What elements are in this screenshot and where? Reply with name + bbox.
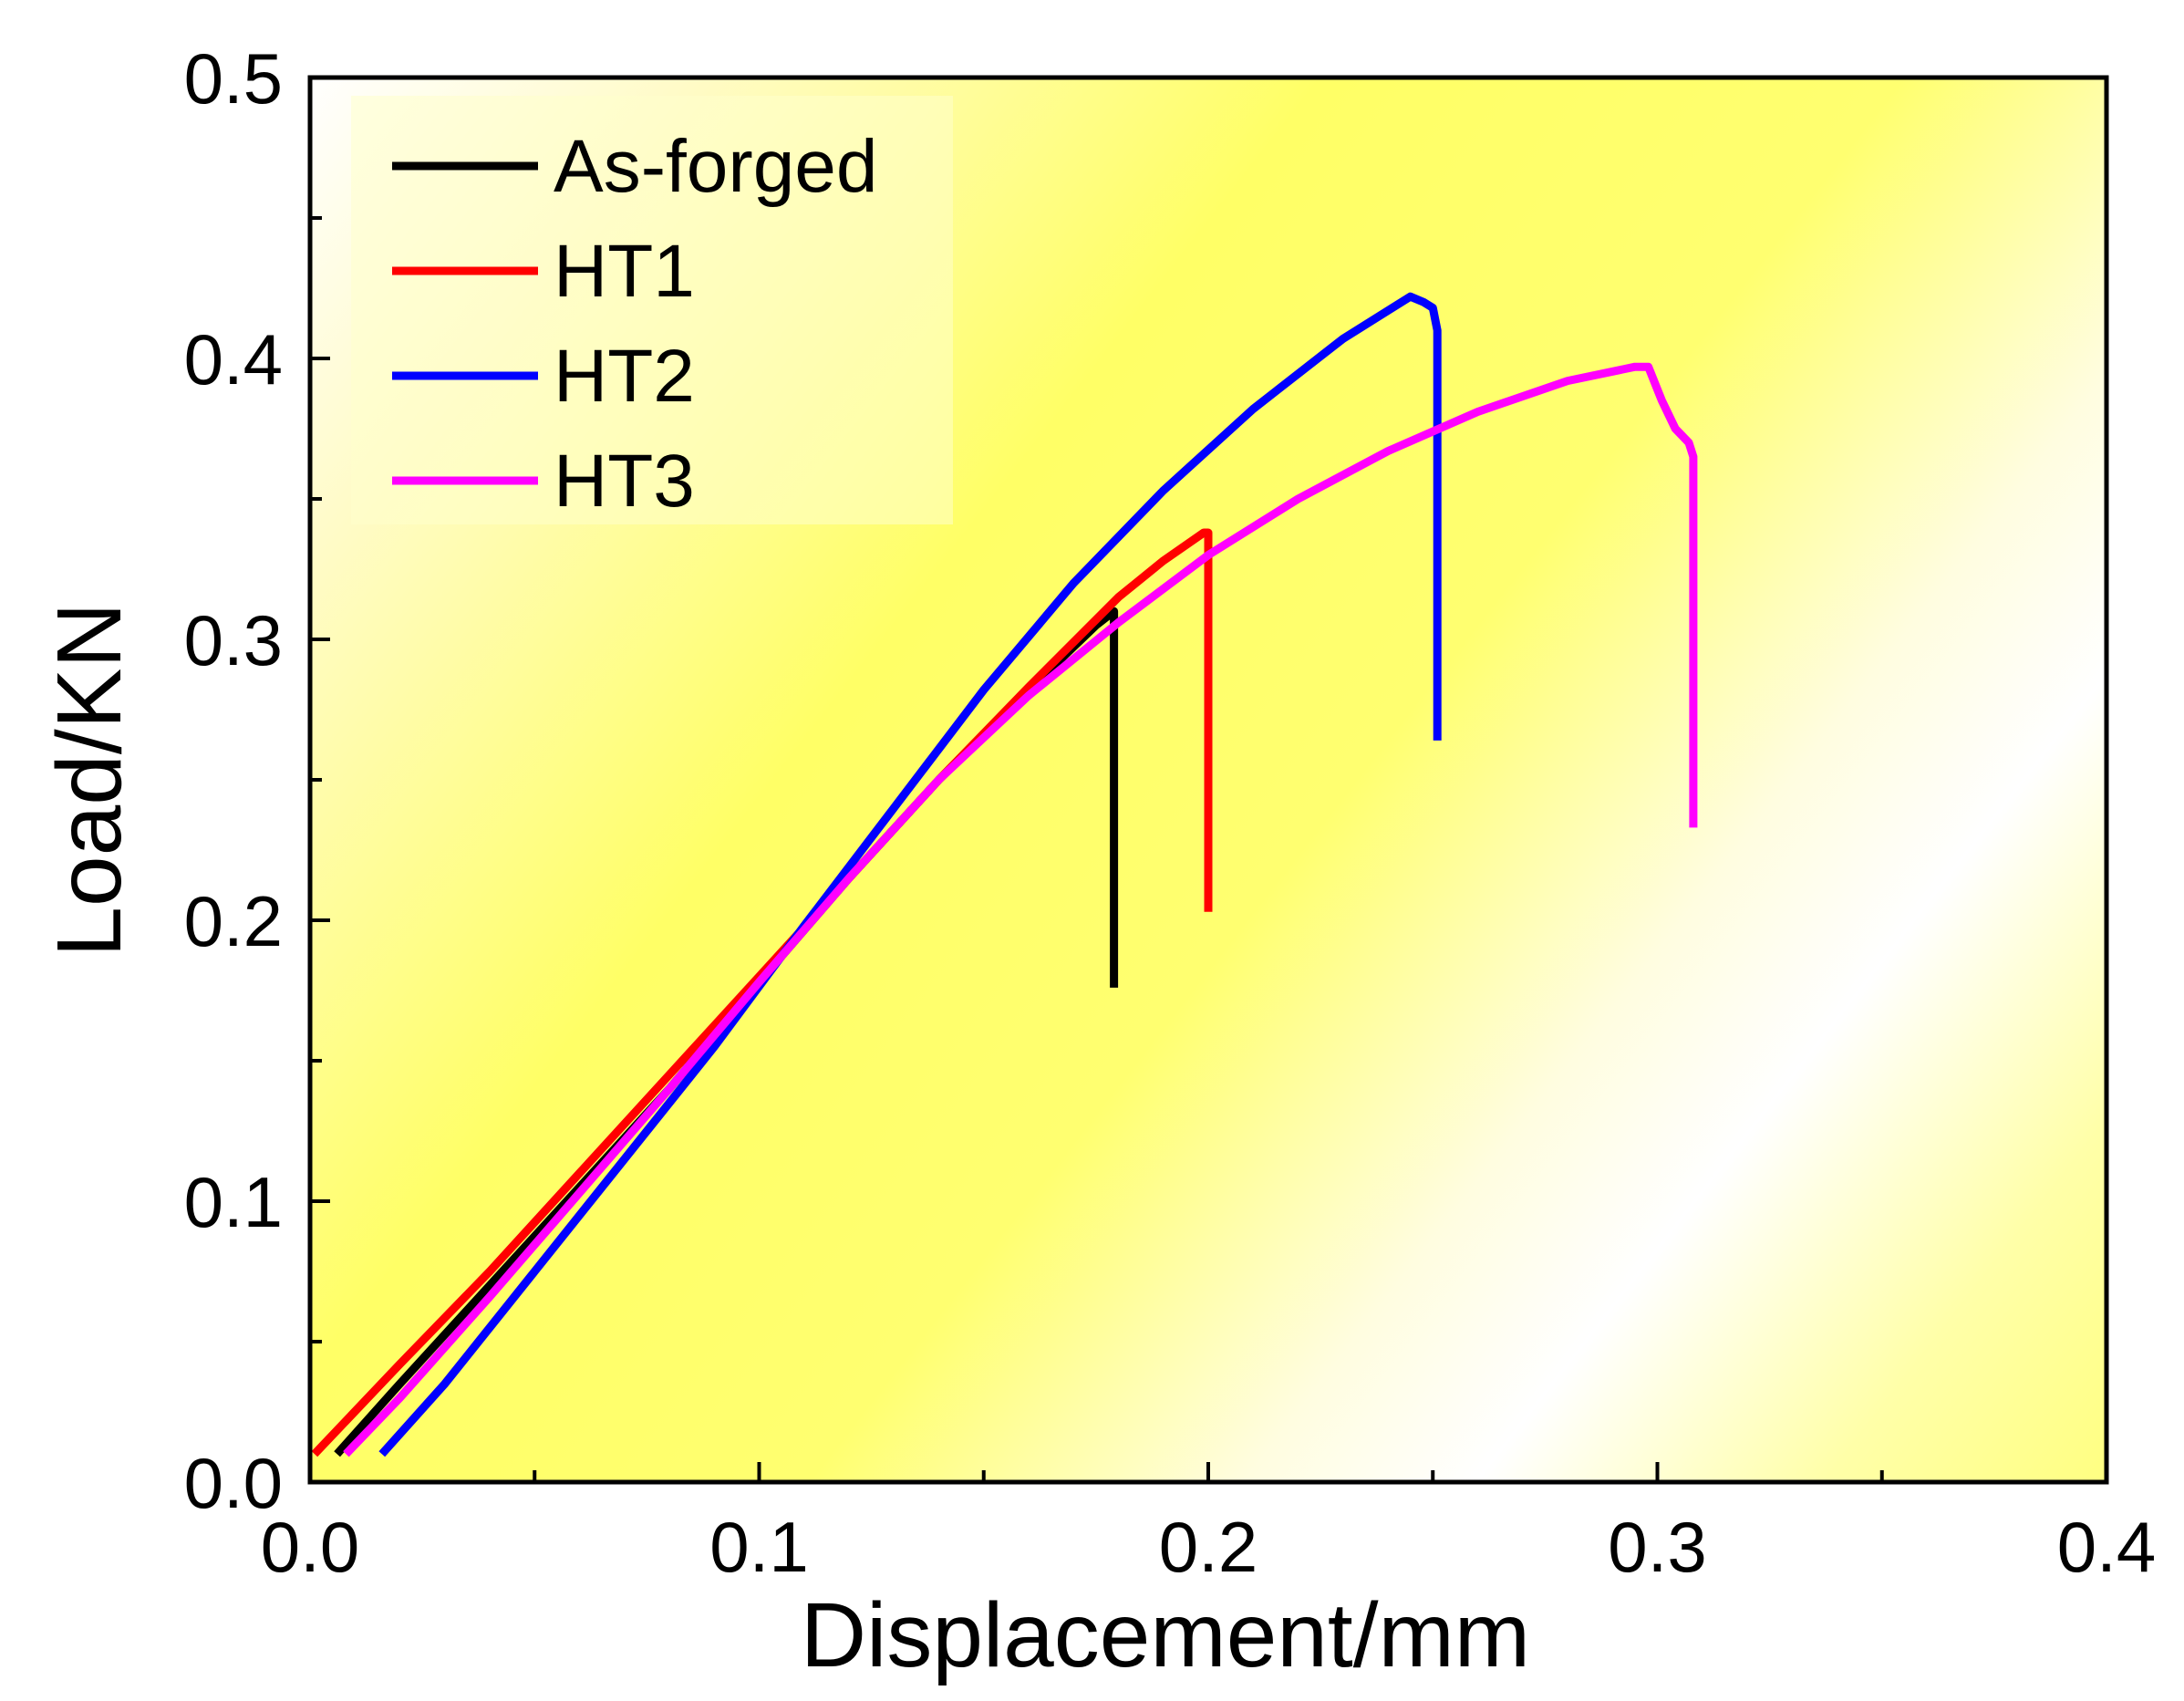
- legend-label-ht2: HT2: [554, 335, 695, 418]
- legend-label-ht1: HT1: [554, 230, 695, 313]
- x-tick-label: 0.3: [1608, 1507, 1706, 1587]
- y-tick-label: 0.3: [184, 600, 283, 680]
- series-line-ht3: [343, 362, 1698, 1457]
- y-tick-label: 0.2: [184, 881, 283, 961]
- series-line-ht2: [378, 292, 1442, 1457]
- x-axis-label: Displacement/mm: [801, 1584, 1530, 1686]
- legend-label-ht3: HT3: [554, 440, 695, 523]
- y-tick-label: 0.5: [184, 38, 283, 119]
- x-tick-label: 0.4: [2057, 1507, 2156, 1587]
- x-tick-label: 0.0: [261, 1507, 359, 1587]
- series-layer: [311, 292, 1698, 1457]
- y-tick-label: 0.1: [184, 1162, 283, 1242]
- y-tick-label: 0.4: [184, 319, 283, 399]
- legend-label-as-forged: As-forged: [554, 125, 878, 208]
- x-tick-label: 0.1: [709, 1507, 808, 1587]
- legend: As-forged HT1 HT2 HT3: [351, 96, 953, 524]
- y-axis-label: Load/KN: [38, 602, 140, 957]
- y-tick-label: 0.0: [184, 1443, 283, 1523]
- ticks-layer: 0.0 0.1 0.2 0.3 0.4 0.0 0.1 0.2 0.3 0.4 0.5: [184, 38, 2157, 1587]
- x-tick-label: 0.2: [1159, 1507, 1258, 1587]
